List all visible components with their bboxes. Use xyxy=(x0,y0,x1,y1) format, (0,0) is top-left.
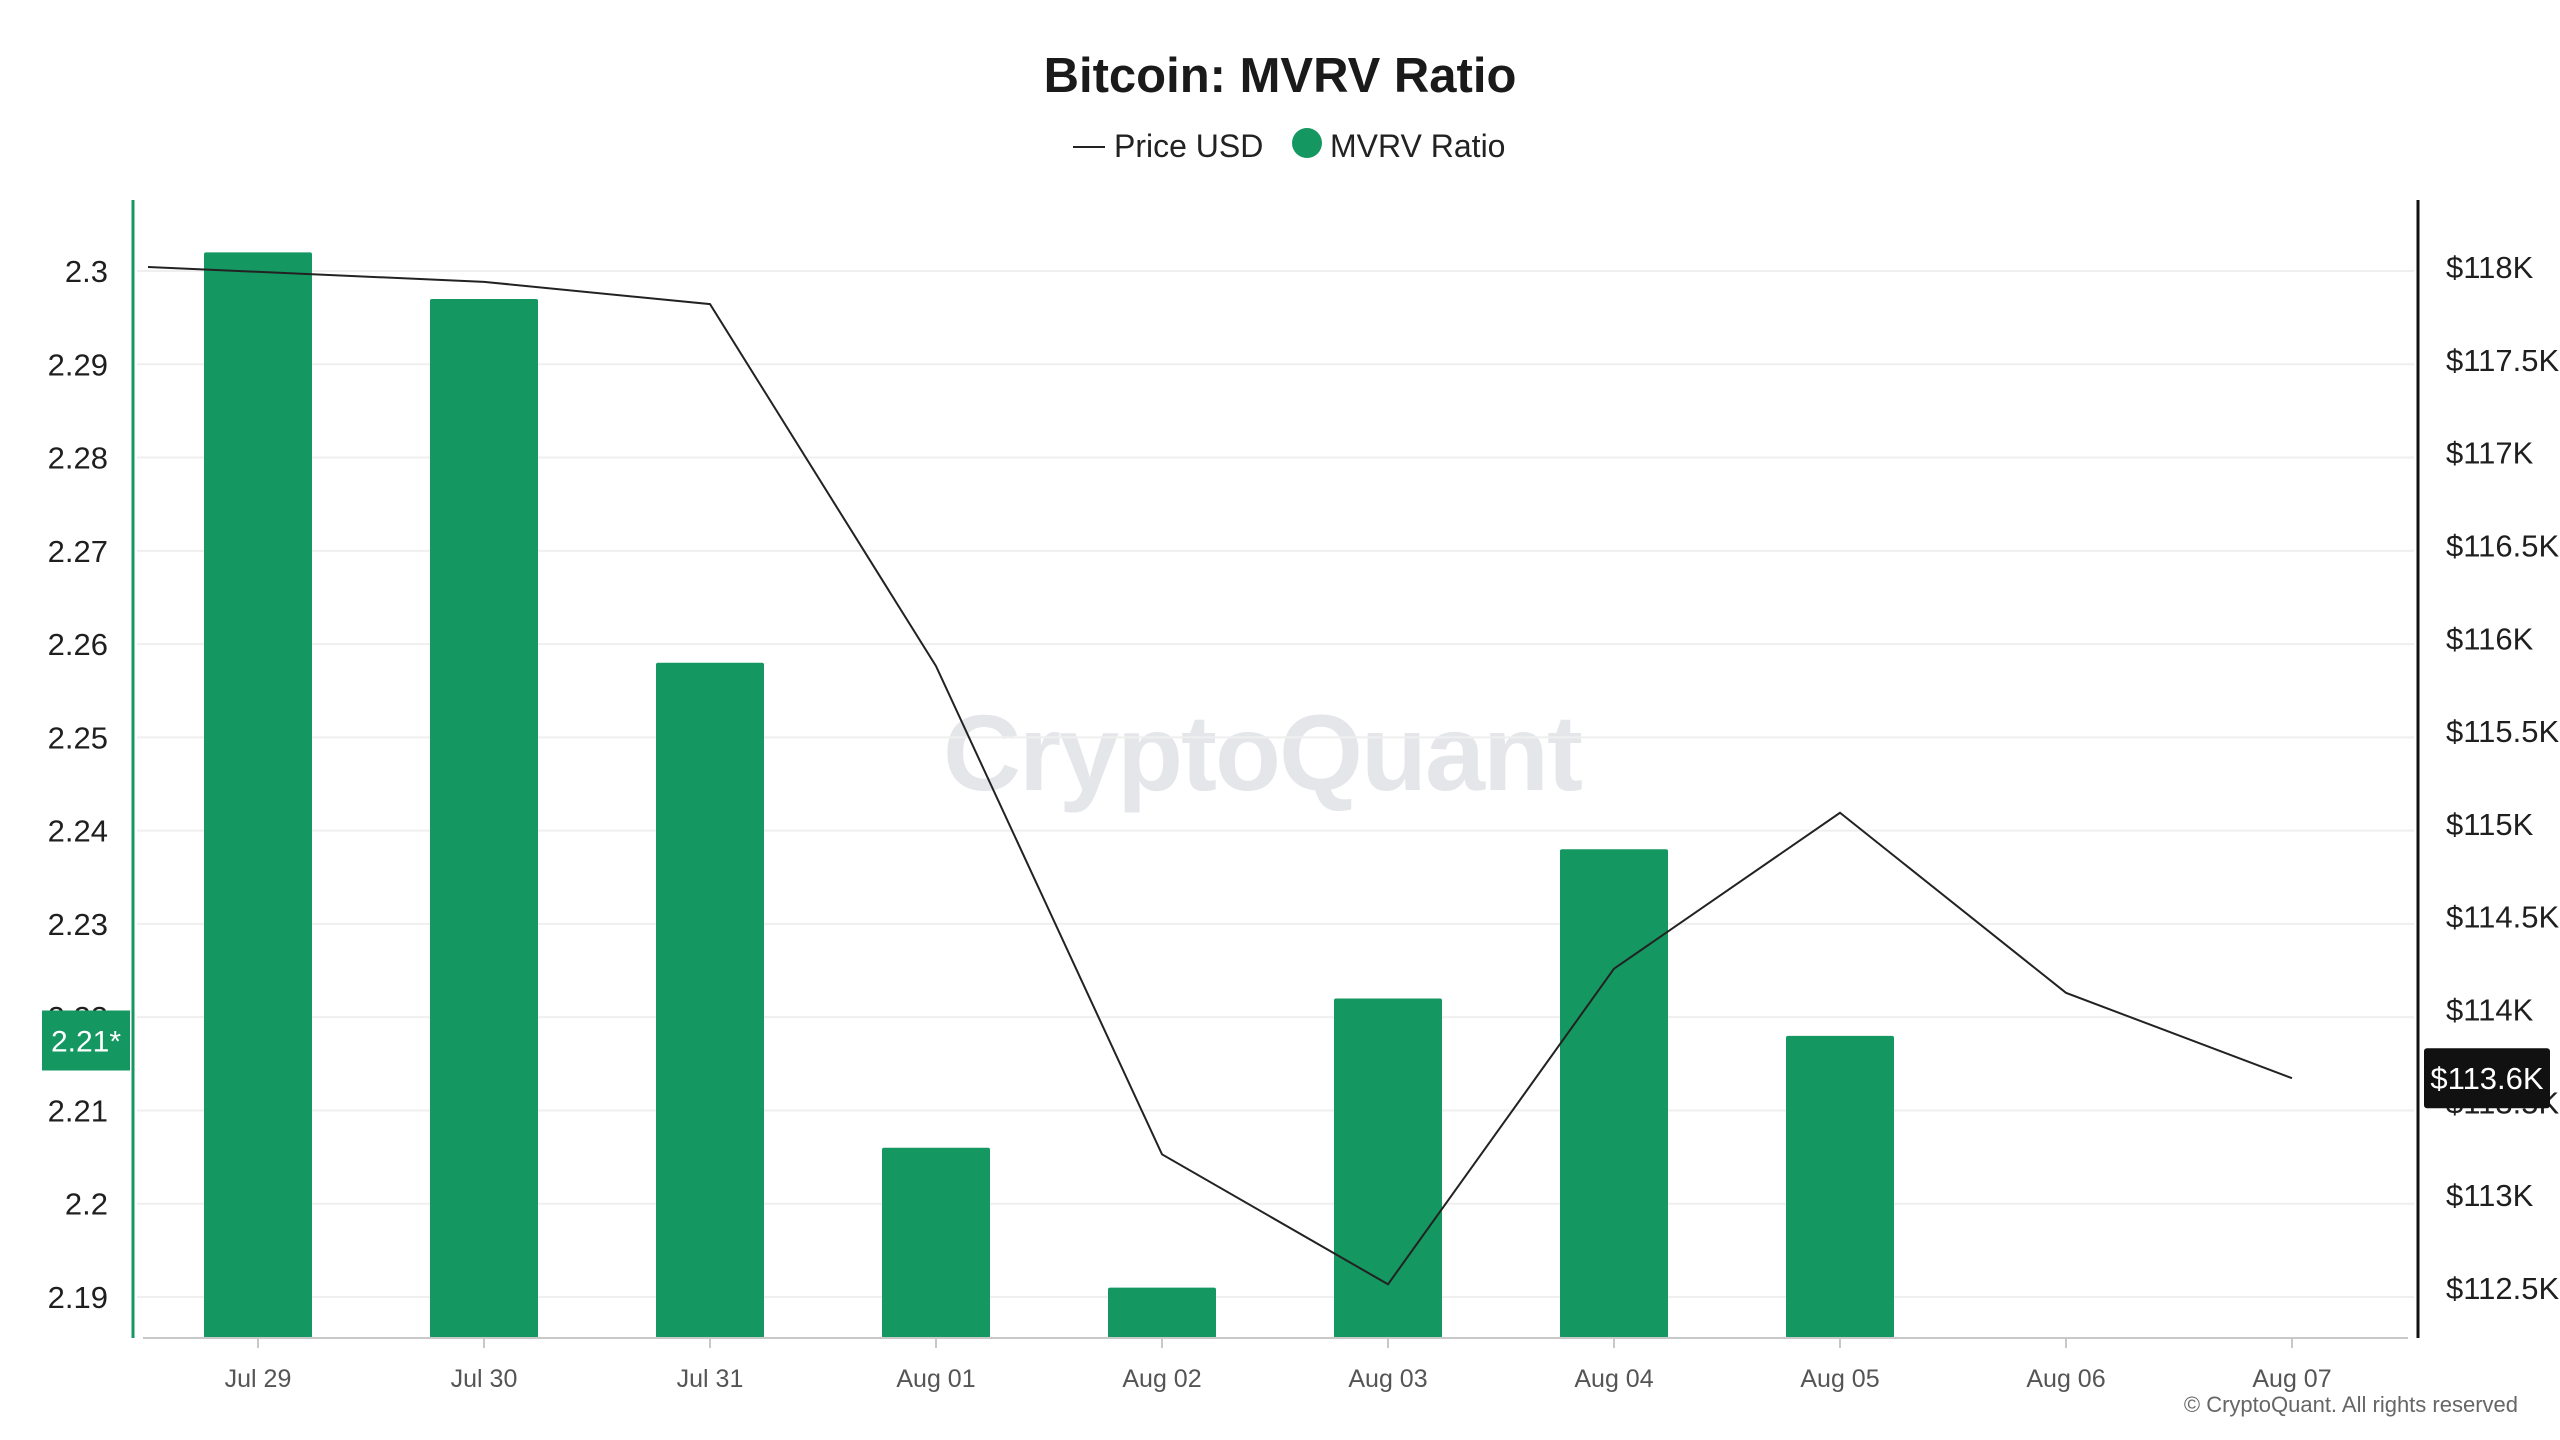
right-tick-label: $115K xyxy=(2446,807,2534,842)
mvrv-current-badge-label: 2.21* xyxy=(51,1026,121,1059)
left-tick-label: 2.26 xyxy=(48,627,108,662)
chart-title: Bitcoin: MVRV Ratio xyxy=(1044,49,1517,103)
left-tick-label: 2.21 xyxy=(48,1093,108,1128)
right-tick-label: $114.5K xyxy=(2446,900,2560,935)
mvrv-bars xyxy=(204,252,1894,1338)
mvrv-bar xyxy=(882,1147,990,1338)
mvrv-bar xyxy=(1560,849,1668,1338)
left-axis-ticks: 2.32.292.282.272.262.252.242.232.222.212… xyxy=(48,254,108,1315)
copyright-text: © CryptoQuant. All rights reserved xyxy=(2184,1392,2518,1417)
price-current-badge-label: $113.6K xyxy=(2430,1061,2544,1096)
left-tick-label: 2.3 xyxy=(65,254,108,289)
mvrv-bar xyxy=(1786,1035,1894,1338)
right-tick-label: $117.5K xyxy=(2446,343,2560,378)
current-value-badges: 2.21* $113.6K xyxy=(42,1010,2550,1109)
right-tick-label: $113K xyxy=(2446,1178,2534,1213)
left-tick-label: 2.19 xyxy=(48,1280,108,1315)
x-tick-label: Aug 05 xyxy=(1800,1365,1879,1393)
right-tick-label: $115.5K xyxy=(2446,714,2560,749)
x-tick-label: Aug 02 xyxy=(1122,1365,1201,1393)
left-tick-label: 2.29 xyxy=(48,347,108,382)
right-tick-label: $114K xyxy=(2446,993,2534,1028)
left-tick-label: 2.27 xyxy=(48,534,108,569)
x-tick-label: Jul 29 xyxy=(225,1365,292,1393)
left-tick-label: 2.2 xyxy=(65,1187,108,1222)
right-tick-label: $116K xyxy=(2446,621,2534,656)
price-line-layer xyxy=(147,266,2293,1286)
watermark: CryptoQuant xyxy=(943,692,1582,813)
mvrv-bar xyxy=(1334,998,1442,1338)
right-tick-label: $117K xyxy=(2446,436,2534,471)
mvrv-bar xyxy=(656,662,764,1338)
x-tick-label: Aug 04 xyxy=(1574,1365,1653,1393)
price-current-badge xyxy=(2424,1048,2550,1109)
legend-mvrv-dot xyxy=(1292,128,1322,158)
right-tick-label: $112.5K xyxy=(2446,1271,2560,1306)
x-tick-label: Aug 01 xyxy=(896,1365,975,1393)
axes xyxy=(131,200,2420,1339)
legend-price-label: Price USD xyxy=(1114,128,1263,164)
x-axis-ticks: Jul 29 Jul 30 Jul 31 Aug 01 Aug 02 Aug 03 Aug … xyxy=(225,1338,2332,1393)
legend-mvrv-label: MVRV Ratio xyxy=(1330,128,1505,164)
legend: Price USD MVRV Ratio xyxy=(1073,128,1505,164)
left-tick-label: 2.25 xyxy=(48,720,108,755)
price-usd-line xyxy=(147,266,2293,1286)
x-tick-label: Jul 30 xyxy=(451,1365,518,1393)
x-tick-label: Aug 06 xyxy=(2026,1365,2105,1393)
right-tick-label: $118K xyxy=(2446,250,2534,285)
x-tick-label: Aug 07 xyxy=(2252,1365,2331,1393)
x-tick-label: Jul 31 xyxy=(677,1365,744,1393)
right-axis-ticks: $118K $117.5K $117K $116.5K $116K $115.5K $115… xyxy=(2446,250,2560,1306)
left-tick-label: 2.23 xyxy=(48,907,108,942)
left-tick-label: 2.28 xyxy=(48,441,108,476)
mvrv-bar xyxy=(204,252,312,1338)
mvrv-bar xyxy=(1108,1287,1216,1338)
mvrv-current-badge xyxy=(42,1010,130,1071)
x-tick-label: Aug 03 xyxy=(1348,1365,1427,1393)
right-tick-label: $116.5K xyxy=(2446,528,2560,563)
mvrv-bar xyxy=(430,298,538,1338)
left-tick-label: 2.24 xyxy=(48,814,108,849)
